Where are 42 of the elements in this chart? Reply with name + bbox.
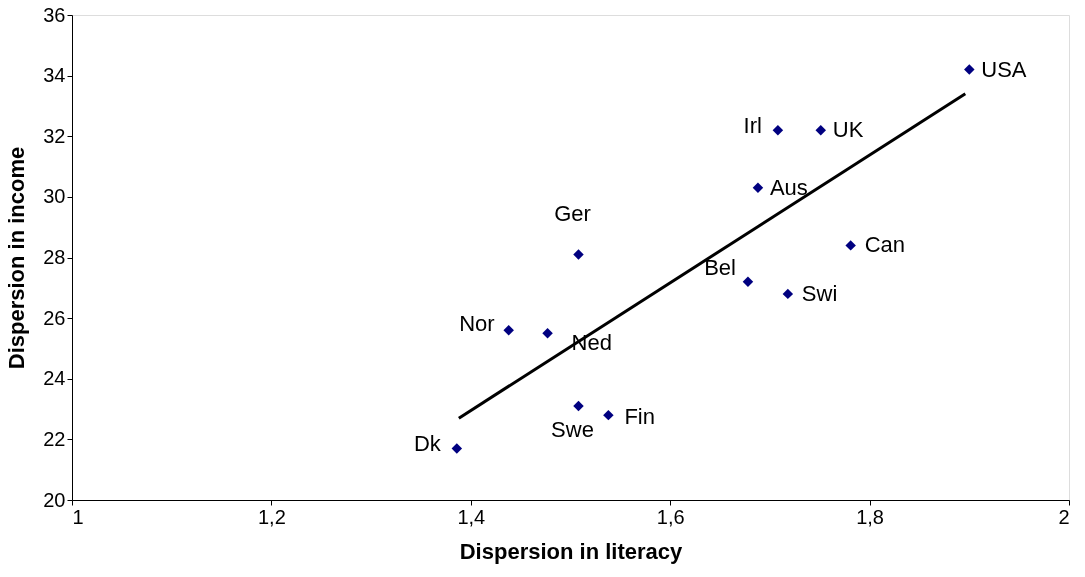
- point: [782, 288, 794, 300]
- y-tick-label: 32: [43, 124, 66, 147]
- point: [542, 328, 553, 339]
- x-axis-title: Dispersion in literacy: [459, 538, 684, 564]
- x-tick-label: 1,6: [656, 505, 685, 528]
- y-tick-label: 28: [43, 246, 66, 268]
- point: [503, 325, 514, 336]
- annotation: USA: [981, 56, 1027, 82]
- y-tick-label: 30: [43, 185, 66, 208]
- x-tick-label: 1: [72, 505, 84, 528]
- point: [603, 409, 614, 421]
- annotation: Aus: [769, 174, 808, 200]
- x-tick-label: 1,2: [257, 505, 286, 528]
- y-tick-label: 26: [43, 306, 66, 329]
- y-tick-label: 20: [43, 488, 66, 511]
- y-axis-title: Dispersion in income: [4, 146, 30, 370]
- annotation: Can: [864, 232, 906, 258]
- point: [451, 443, 463, 454]
- annotation: Ger: [554, 201, 591, 227]
- point: [573, 249, 584, 260]
- point: [964, 64, 975, 75]
- annotation: Nor: [459, 311, 495, 337]
- annotation: Dk: [413, 431, 442, 457]
- point: [752, 182, 764, 194]
- annotation: UK: [832, 117, 864, 143]
- annotation: Irl: [743, 113, 762, 139]
- point: [742, 276, 754, 287]
- point: [815, 124, 826, 136]
- point: [772, 124, 784, 136]
- point: [573, 400, 584, 412]
- annotation: Swe: [551, 417, 594, 443]
- x-tick-label: 2: [1058, 505, 1070, 528]
- annotation: Bel: [704, 254, 736, 280]
- x-tick-label: 1,4: [457, 505, 486, 528]
- y-tick-label: 34: [43, 64, 66, 87]
- x-tick-label: 1,8: [856, 505, 885, 528]
- point: [845, 240, 856, 251]
- y-tick-label: 36: [43, 3, 66, 26]
- y-tick-label: 22: [43, 427, 66, 450]
- annotation: Swi: [801, 280, 838, 306]
- annotation: Fin: [624, 404, 655, 430]
- y-tick-label: 24: [43, 367, 66, 390]
